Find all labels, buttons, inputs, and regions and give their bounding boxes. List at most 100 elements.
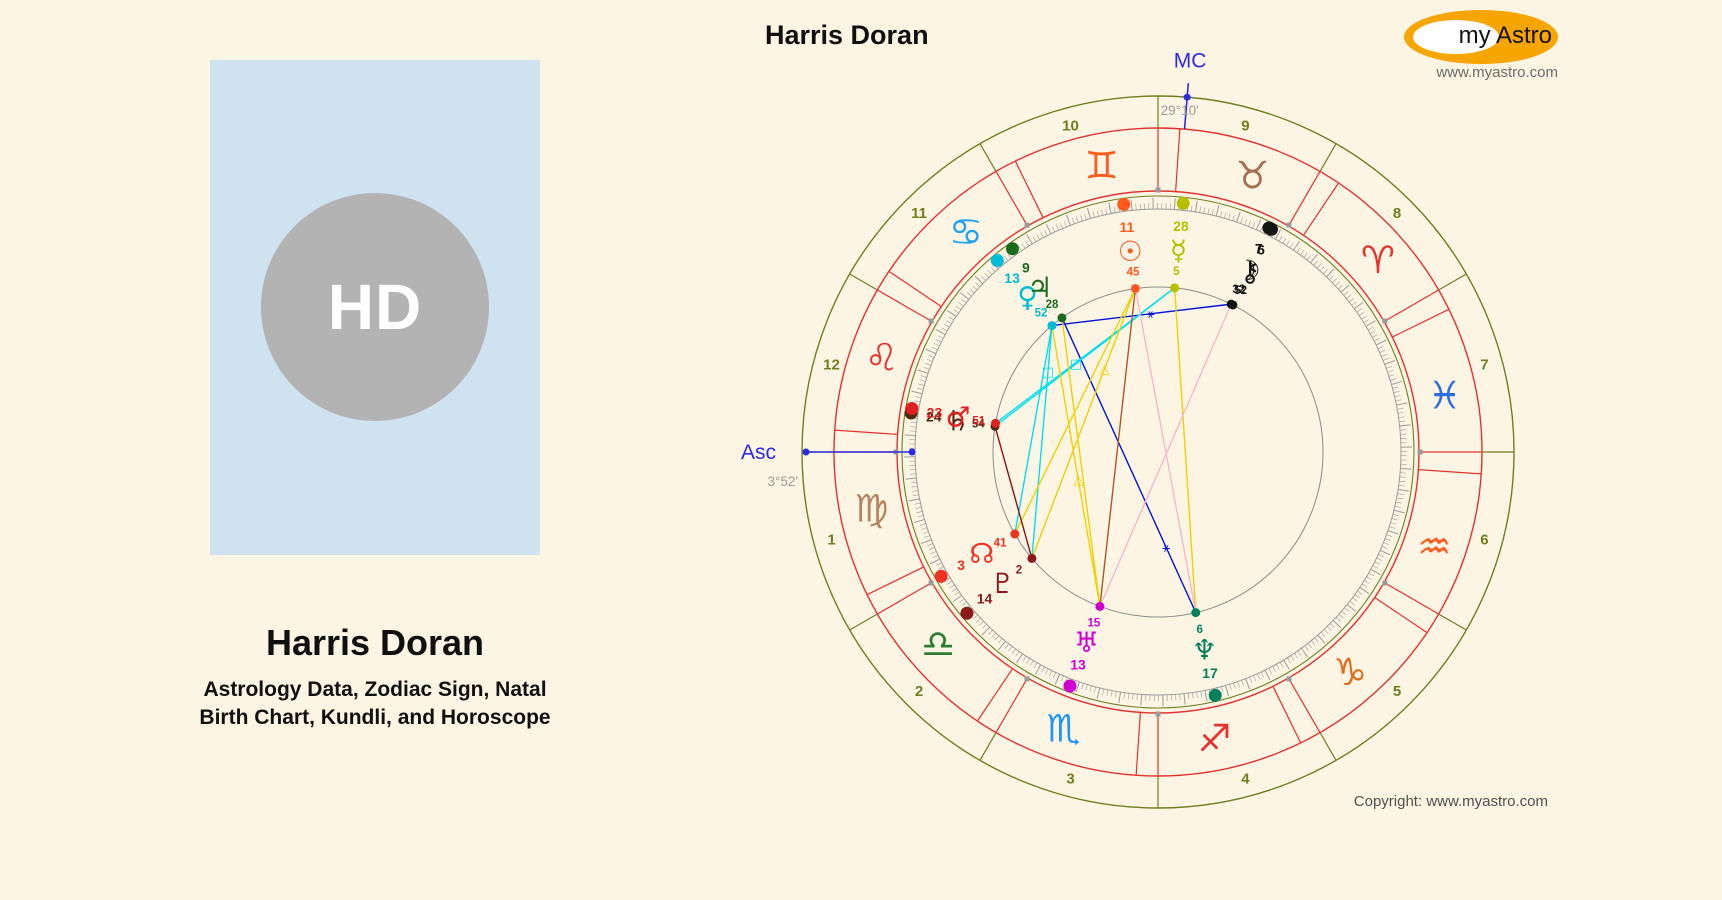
degree-tick <box>914 502 921 505</box>
degree-tick <box>1343 291 1349 296</box>
degree-tick <box>1399 480 1406 483</box>
degree-tick <box>912 490 919 492</box>
degree-tick <box>1372 334 1378 338</box>
planet-dot-mars <box>905 402 919 416</box>
degree-tick <box>1359 587 1370 594</box>
degree-tick <box>915 506 922 509</box>
planet-minute-pluto: 2 <box>1016 564 1022 576</box>
degree-tick <box>1335 281 1340 287</box>
aspect-line-venus-north_node <box>1014 325 1053 535</box>
degree-tick <box>1353 301 1364 310</box>
degree-tick <box>1387 530 1399 535</box>
house-cusp-line <box>849 613 878 631</box>
degree-tick <box>1229 684 1232 691</box>
degree-tick <box>1021 243 1026 249</box>
degree-tick <box>1314 637 1319 643</box>
planet-dot-uranus <box>1063 679 1077 693</box>
degree-tick <box>987 270 993 275</box>
aspect-line-saturn-pluto <box>994 426 1033 559</box>
aspect-line-sun-pluto <box>1031 288 1137 559</box>
house-number-12: 12 <box>823 357 840 374</box>
planet-minute-saturn: 54 <box>972 419 985 431</box>
degree-tick <box>1194 200 1198 212</box>
mc-label: MC <box>1174 49 1207 72</box>
aspect-line-mercury-neptune <box>1173 287 1197 613</box>
degree-tick <box>1274 229 1282 240</box>
degree-tick <box>946 580 953 585</box>
house-number-11: 11 <box>911 205 927 222</box>
degree-tick <box>1397 412 1404 414</box>
profile-subtitle: Astrology Data, Zodiac Sign, Natal Birth… <box>199 678 551 729</box>
degree-tick <box>974 275 984 284</box>
degree-tick <box>1290 655 1295 661</box>
degree-tick <box>910 421 917 424</box>
degree-tick <box>1225 685 1230 697</box>
degree-tick <box>1289 242 1294 249</box>
degree-tick <box>1093 686 1096 693</box>
degree-tick <box>1060 675 1064 682</box>
degree-tick <box>1300 647 1309 658</box>
degree-tick <box>1200 691 1203 698</box>
degree-tick <box>1354 594 1360 599</box>
degree-tick <box>973 614 978 620</box>
degree-tick <box>911 390 923 395</box>
house-number-9: 9 <box>1241 118 1249 135</box>
sign-boundary-line <box>1272 686 1302 744</box>
degree-tick <box>1232 214 1235 221</box>
degree-tick <box>956 305 962 310</box>
degree-tick <box>1076 216 1079 223</box>
degree-tick <box>998 640 1006 651</box>
degree-tick <box>1065 214 1071 226</box>
degree-tick <box>1365 320 1376 327</box>
degree-tick <box>1089 685 1092 692</box>
degree-tick <box>924 535 930 538</box>
aspect-line-sun-north_node <box>1014 288 1137 535</box>
degree-tick <box>941 327 948 332</box>
degree-tick <box>1241 680 1244 686</box>
degree-tick <box>1306 255 1312 261</box>
degree-tick <box>1228 213 1231 220</box>
house-number-3: 3 <box>1066 770 1074 787</box>
degree-tick <box>1370 330 1376 334</box>
degree-tick <box>1398 488 1410 492</box>
sign-boundary-line <box>976 668 1014 722</box>
degree-tick <box>1283 659 1290 670</box>
cusp-marker <box>1024 222 1030 228</box>
sign-glyph-libra: ♎ <box>921 622 955 666</box>
degree-tick <box>933 343 940 347</box>
degree-tick <box>1224 212 1227 219</box>
planet-dot-neptune <box>1208 688 1222 702</box>
degree-tick <box>1118 692 1122 704</box>
avatar-initials: HD <box>327 271 423 343</box>
degree-tick <box>1127 693 1130 700</box>
logo-oval-inner <box>1413 20 1499 54</box>
degree-tick <box>1398 416 1405 418</box>
degree-tick <box>946 310 957 317</box>
planet-degree-sun: 11 <box>1119 219 1134 235</box>
planet-dot-venus <box>990 253 1004 267</box>
degree-tick <box>1317 634 1326 644</box>
degree-tick <box>1029 660 1034 666</box>
myastro-logo[interactable]: my Astro <box>1404 10 1558 64</box>
degree-tick <box>1106 689 1109 696</box>
degree-tick <box>915 396 922 399</box>
degree-tick <box>1384 359 1396 365</box>
degree-tick <box>958 302 964 307</box>
sign-boundary-line <box>1302 182 1340 236</box>
planet-degree-jupiter: 9 <box>1022 259 1030 275</box>
sign-boundary-line <box>888 270 942 308</box>
house-number-4: 4 <box>1241 770 1250 787</box>
degree-tick <box>1383 542 1390 546</box>
degree-tick <box>916 511 923 514</box>
degree-tick <box>1279 662 1284 668</box>
house-cusp-line-zodiac <box>1383 581 1439 615</box>
degree-tick <box>1086 207 1091 219</box>
asc-degree-value: 3°52' <box>767 474 798 489</box>
planet-anchor-pluto <box>1027 553 1037 563</box>
degree-tick <box>1007 253 1012 259</box>
degree-tick <box>991 632 997 638</box>
logo-url-link[interactable]: www.myastro.com <box>1436 64 1558 81</box>
degree-tick <box>1399 476 1406 478</box>
planet-glyph-sun: ☉ <box>1118 235 1143 268</box>
degree-tick <box>1376 557 1383 561</box>
